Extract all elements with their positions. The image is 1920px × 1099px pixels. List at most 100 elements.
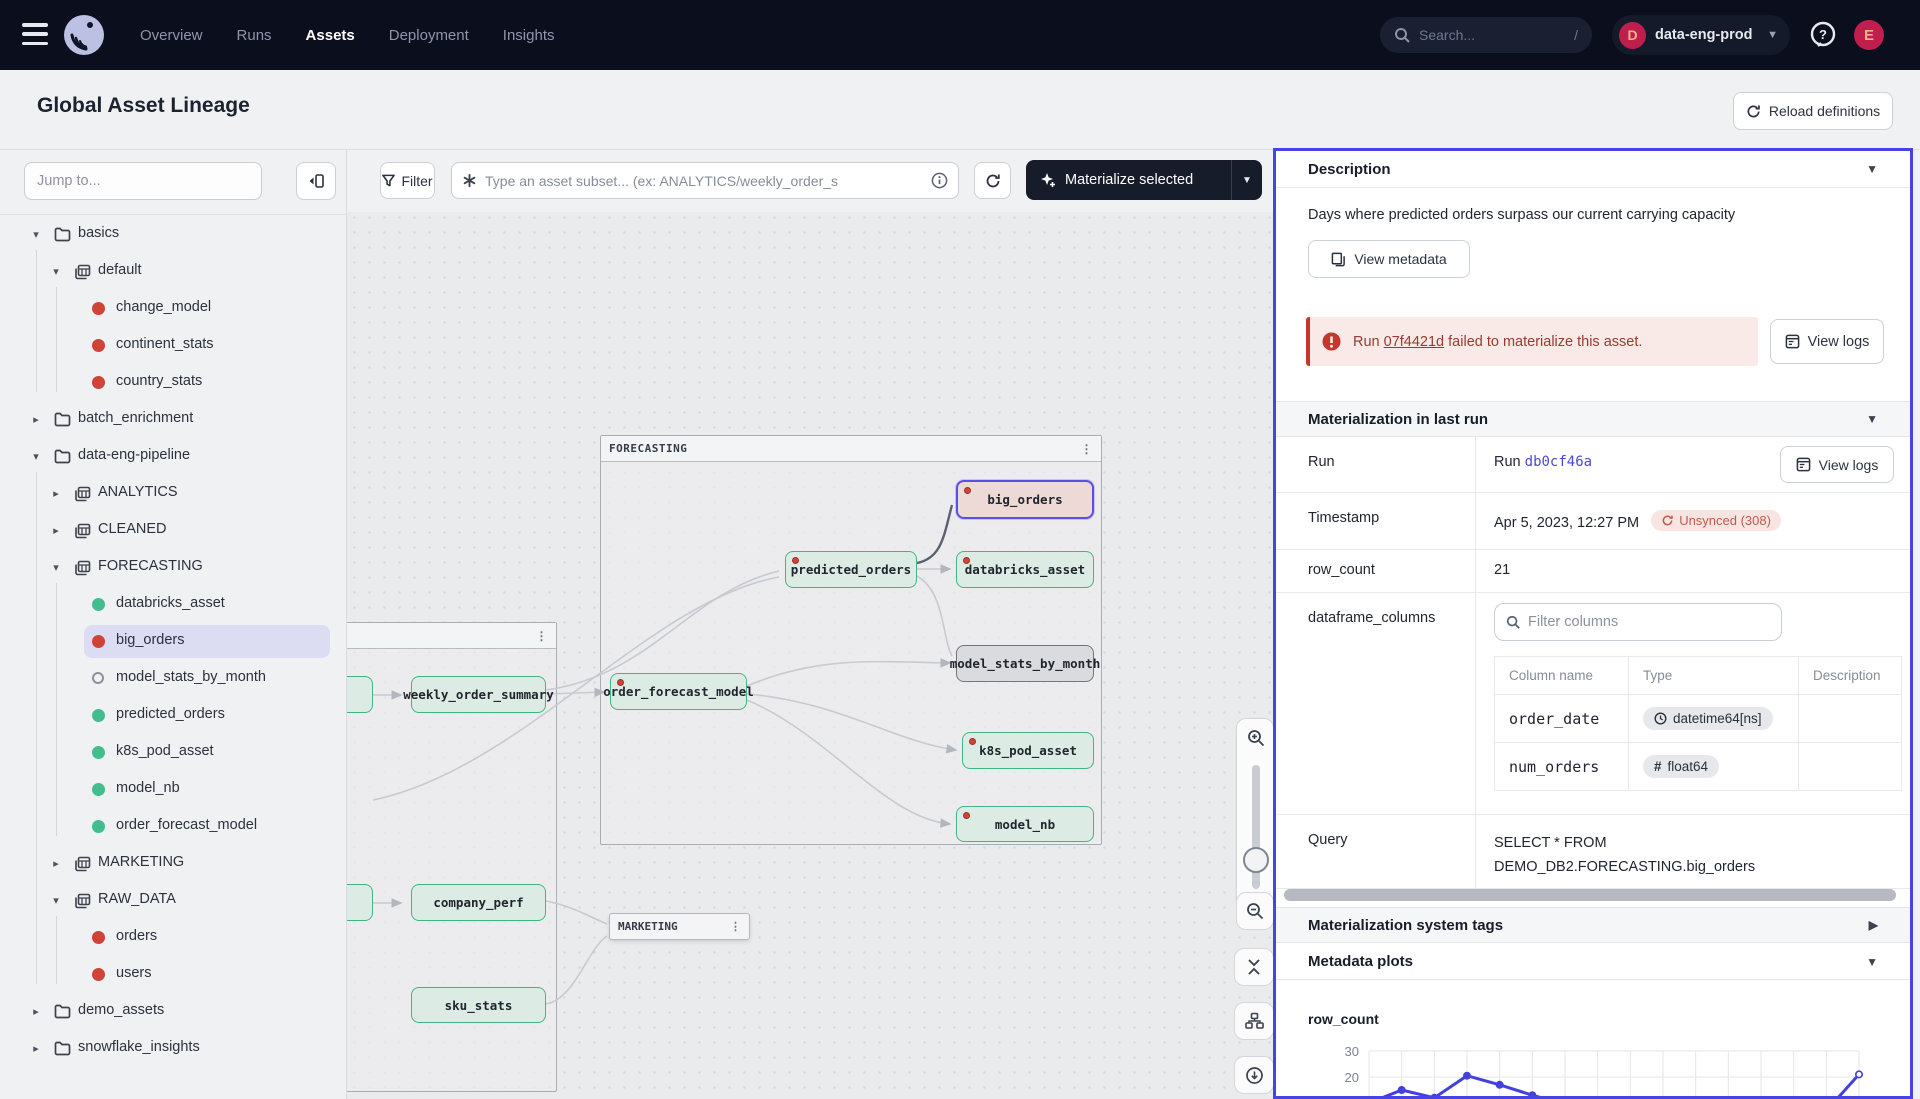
nav-link-insights[interactable]: Insights	[503, 27, 555, 44]
zoom-control-panel	[1236, 718, 1273, 908]
sidebar-item-model_stats_by_month[interactable]: model_stats_by_month	[0, 660, 347, 697]
zoom-slider-handle[interactable]	[1243, 847, 1269, 873]
caret-right-icon[interactable]: ▸	[30, 413, 42, 426]
caret-right-icon[interactable]: ▸	[50, 487, 62, 500]
lineage-graph-canvas[interactable]: FORECASTING⋮⋮MARKETING⋮ big_ordersdatabr…	[347, 150, 1273, 1099]
asset-node-company_perf[interactable]: company_perf	[411, 884, 546, 921]
search-icon	[1394, 27, 1410, 43]
columns-table: Column nameTypeDescriptionorder_datedate…	[1494, 656, 1902, 791]
global-search-input[interactable]: Search... /	[1380, 17, 1592, 53]
hamburger-menu-icon[interactable]	[22, 23, 48, 45]
sidebar-item-order_forecast_model[interactable]: order_forecast_model	[0, 808, 347, 845]
caret-down-icon[interactable]: ▾	[30, 228, 42, 241]
zoom-out-button[interactable]	[1236, 892, 1273, 930]
collapse-groups-button[interactable]	[1234, 948, 1273, 986]
sidebar-item-default[interactable]: ▾default	[0, 253, 347, 290]
filter-columns-input[interactable]: Filter columns	[1494, 603, 1782, 641]
sidebar-item-big_orders[interactable]: big_orders	[0, 623, 347, 660]
failed-run-link[interactable]: 07f4421d	[1384, 334, 1444, 350]
description-section-header[interactable]: Description ▼	[1276, 151, 1910, 188]
asset-node-big_orders[interactable]: big_orders	[956, 480, 1094, 519]
filter-button[interactable]: Filter	[380, 162, 435, 199]
asset-node-edge_stub_a[interactable]	[347, 676, 373, 713]
sidebar-item-users[interactable]: users	[0, 956, 347, 993]
deployment-switcher[interactable]: D data-eng-prod ▼	[1612, 15, 1790, 55]
asset-node-edge_stub_b[interactable]	[347, 884, 373, 921]
asset-subset-input[interactable]: Type an asset subset... (ex: ANALYTICS/w…	[451, 162, 959, 199]
asset-node-order_forecast_model[interactable]: order_forecast_model	[610, 673, 747, 710]
materialization-system-tags-header[interactable]: Materialization system tags ▶	[1276, 907, 1910, 943]
user-avatar[interactable]: E	[1854, 20, 1884, 50]
layout-tree-button[interactable]	[1234, 1002, 1273, 1040]
dagster-logo-icon[interactable]	[62, 13, 106, 57]
sidebar-item-label: k8s_pod_asset	[116, 743, 214, 759]
caret-down-icon[interactable]: ▾	[50, 894, 62, 907]
sidebar-item-basics[interactable]: ▾basics	[0, 216, 347, 253]
asset-node-label: order_forecast_model	[603, 684, 754, 699]
sidebar-item-country_stats[interactable]: country_stats	[0, 364, 347, 401]
run-view-logs-button[interactable]: View logs	[1780, 446, 1894, 483]
reload-definitions-button[interactable]: Reload definitions	[1733, 92, 1893, 130]
metadata-plots-header[interactable]: Metadata plots ▼	[1276, 944, 1910, 980]
unsynced-badge[interactable]: Unsynced (308)	[1651, 510, 1781, 531]
group-icon	[74, 486, 91, 506]
nav-link-overview[interactable]: Overview	[140, 27, 203, 44]
alert-view-logs-button[interactable]: View logs	[1770, 319, 1884, 364]
sidebar-item-data-eng-pipeline[interactable]: ▾data-eng-pipeline	[0, 438, 347, 475]
caret-right-icon[interactable]: ▸	[30, 1042, 42, 1055]
sidebar-item-continent_stats[interactable]: continent_stats	[0, 327, 347, 364]
sidebar-item-analytics[interactable]: ▸ANALYTICS	[0, 475, 347, 512]
sidebar-item-model_nb[interactable]: model_nb	[0, 771, 347, 808]
asset-node-model_stats_by_month[interactable]: model_stats_by_month	[956, 645, 1094, 682]
chevron-down-icon[interactable]: ▼	[1866, 162, 1878, 176]
caret-right-icon[interactable]: ▸	[50, 524, 62, 537]
asset-node-sku_stats[interactable]: sku_stats	[411, 987, 546, 1023]
sidebar-item-label: FORECASTING	[98, 558, 203, 574]
sidebar-item-marketing[interactable]: ▸MARKETING	[0, 845, 347, 882]
materialize-selected-button[interactable]: Materialize selected ▼	[1026, 160, 1262, 200]
asset-node-k8s_pod_asset[interactable]: k8s_pod_asset	[962, 732, 1094, 769]
sidebar-item-predicted_orders[interactable]: predicted_orders	[0, 697, 347, 734]
asset-node-weekly_order_summary[interactable]: weekly_order_summary	[411, 676, 546, 713]
deployment-avatar: D	[1619, 22, 1646, 49]
chevron-down-icon[interactable]: ▼	[1866, 412, 1878, 426]
sidebar-item-k8s_pod_asset[interactable]: k8s_pod_asset	[0, 734, 347, 771]
materialize-options-dropdown[interactable]: ▼	[1231, 160, 1262, 200]
sidebar-item-change_model[interactable]: change_model	[0, 290, 347, 327]
sidebar-item-snowflake_insights[interactable]: ▸snowflake_insights	[0, 1030, 347, 1067]
zoom-in-button[interactable]	[1237, 719, 1273, 757]
sidebar-item-forecasting[interactable]: ▾ FORECASTING	[0, 549, 347, 586]
nav-link-runs[interactable]: Runs	[237, 27, 272, 44]
sidebar-item-databricks_asset[interactable]: databricks_asset	[0, 586, 347, 623]
jump-to-input[interactable]: Jump to...	[24, 162, 262, 200]
recenter-view-button[interactable]	[1234, 1056, 1273, 1094]
help-icon[interactable]: ?	[1808, 20, 1838, 50]
nav-link-deployment[interactable]: Deployment	[389, 27, 469, 44]
view-metadata-button[interactable]: View metadata	[1308, 240, 1470, 278]
caret-down-icon[interactable]: ▾	[30, 450, 42, 463]
sidebar-item-demo_assets[interactable]: ▸demo_assets	[0, 993, 347, 1030]
asset-node-model_nb[interactable]: model_nb	[956, 806, 1094, 842]
refresh-graph-button[interactable]	[974, 162, 1011, 199]
materialization-last-run-header[interactable]: Materialization in last run ▼	[1276, 401, 1910, 437]
chevron-down-icon[interactable]: ▼	[1866, 955, 1878, 969]
horizontal-scrollbar[interactable]	[1284, 889, 1896, 901]
system-tags-label: Materialization system tags	[1308, 917, 1503, 934]
copy-icon	[1331, 252, 1346, 267]
sidebar-item-cleaned[interactable]: ▸CLEANED	[0, 512, 347, 549]
sidebar-item-raw_data[interactable]: ▾RAW_DATA	[0, 882, 347, 919]
caret-down-icon[interactable]: ▾	[50, 561, 62, 574]
asset-node-databricks_asset[interactable]: databricks_asset	[956, 551, 1094, 588]
info-icon[interactable]	[931, 172, 948, 189]
asset-node-label: sku_stats	[445, 998, 513, 1013]
sidebar-item-batch_enrichment[interactable]: ▸batch_enrichment	[0, 401, 347, 438]
run-id-link[interactable]: db0cf46a	[1525, 454, 1592, 470]
nav-link-assets[interactable]: Assets	[306, 27, 355, 44]
asset-node-predicted_orders[interactable]: predicted_orders	[785, 551, 917, 588]
caret-right-icon[interactable]: ▸	[50, 857, 62, 870]
caret-down-icon[interactable]: ▾	[50, 265, 62, 278]
sidebar-item-orders[interactable]: orders	[0, 919, 347, 956]
collapse-sidebar-button[interactable]	[296, 162, 336, 200]
chevron-right-icon[interactable]: ▶	[1869, 918, 1878, 932]
caret-right-icon[interactable]: ▸	[30, 1005, 42, 1018]
